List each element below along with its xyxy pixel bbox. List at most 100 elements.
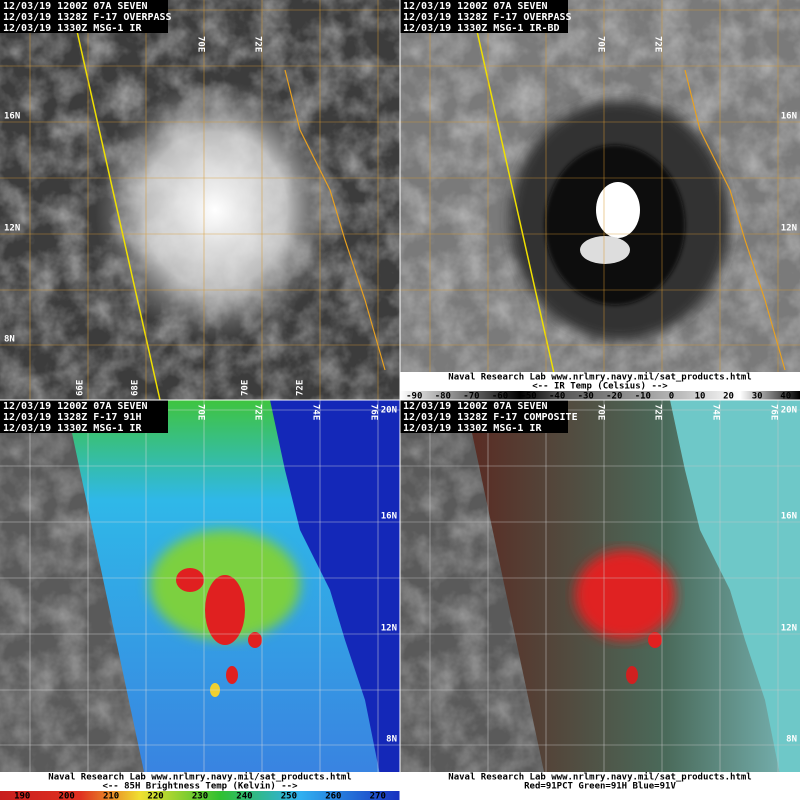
header-line: 12/03/19 1330Z MSG-1 IR (3, 23, 142, 34)
convection (575, 550, 675, 640)
header-background (400, 411, 568, 422)
latitude-label: 20N (781, 406, 797, 416)
latitude-label: 8N (4, 335, 15, 345)
colorbar-label: -30 (578, 392, 594, 402)
longitude-label: 72E (653, 404, 663, 420)
colorbar-label: 260 (325, 792, 341, 800)
header-line: 12/03/19 1328Z F-17 91H (3, 412, 141, 423)
header-background (400, 11, 568, 22)
longitude-label: 70E (196, 36, 206, 52)
colorbar-label: 10 (695, 392, 706, 402)
header-line: 12/03/19 1200Z 07A SEVEN (3, 1, 148, 12)
latitude-label: 12N (4, 224, 20, 234)
credit: Naval Research Lab www.nrlmry.navy.mil/s… (448, 772, 751, 783)
latitude-label: 16N (781, 512, 797, 522)
footer-background (400, 772, 800, 800)
convection (626, 666, 638, 684)
header-line: 12/03/19 1330Z MSG-1 IR (3, 423, 142, 434)
colorbar-label: 200 (59, 792, 75, 800)
header-background (0, 11, 168, 22)
colorbar-label: -70 (463, 392, 479, 402)
colorbar (0, 791, 400, 800)
colorbar-label: 240 (236, 792, 252, 800)
longitude-label: 76E (769, 404, 779, 420)
header-background (0, 400, 168, 411)
header-background (400, 422, 568, 433)
header-background (0, 411, 168, 422)
latitude-label: 16N (4, 112, 20, 122)
header-line: 12/03/19 1200Z 07A SEVEN (403, 1, 548, 12)
header-line: 12/03/19 1328Z F-17 OVERPASS (403, 12, 572, 23)
legend-title: <-- IR Temp (Celsius) --> (532, 381, 668, 392)
longitude-label: 70E (596, 36, 606, 52)
convection (248, 632, 262, 648)
longitude-label: 70E (596, 404, 606, 420)
colorbar-label: -40 (549, 392, 565, 402)
legend-title: Red=91PCT Green=91H Blue=91V (524, 782, 676, 792)
coastline (684, 69, 786, 371)
credit: Naval Research Lab www.nrlmry.navy.mil/s… (48, 772, 351, 783)
longitude-label: 68E (131, 380, 141, 396)
credit: Naval Research Lab www.nrlmry.navy.mil/s… (448, 372, 751, 383)
colorbar-label: 230 (192, 792, 208, 800)
longitude-label: 70E (241, 380, 251, 396)
colorbar-label: 0 (669, 392, 674, 402)
header-line: 12/03/19 1200Z 07A SEVEN (403, 401, 548, 412)
land-area (670, 400, 800, 800)
header-background (0, 422, 168, 433)
colorbar-label: 40 (780, 392, 791, 402)
land-area (270, 400, 400, 800)
header-background (400, 22, 568, 33)
longitude-label: 74E (311, 404, 321, 420)
longitude-label: 76E (369, 404, 379, 420)
colorbar-label: 210 (103, 792, 119, 800)
header-line: 12/03/19 1328Z F-17 OVERPASS (3, 12, 172, 23)
convection (205, 575, 245, 645)
colorbar-label: 270 (370, 792, 386, 800)
header-background (0, 0, 168, 11)
colorbar (400, 391, 800, 400)
convection (648, 632, 662, 648)
convection (226, 666, 238, 684)
latitude-label: 12N (381, 624, 397, 634)
latitude-label: 12N (781, 624, 797, 634)
storm-coldest (580, 236, 630, 264)
latitude-label: 8N (786, 735, 797, 745)
colorbar-label: -90 (406, 392, 422, 402)
storm (95, 80, 335, 340)
colorbar-label: 220 (147, 792, 163, 800)
legend-title: <-- 85H Brightness Temp (Kelvin) --> (102, 781, 298, 792)
header-background (0, 22, 168, 33)
convection (176, 568, 204, 592)
header-line: 12/03/19 1330Z MSG-1 IR-BD (403, 23, 560, 34)
header-background (400, 0, 568, 11)
colorbar-label: 20 (723, 392, 734, 402)
colorbar-label: -10 (635, 392, 651, 402)
latitude-label: 20N (381, 406, 397, 416)
latitude-label: 12N (781, 224, 797, 234)
storm-coldest (596, 182, 640, 238)
header-line: 12/03/19 1328Z F-17 COMPOSITE (403, 412, 578, 423)
colorbar-label: -80 (435, 392, 451, 402)
colorbar-label: 190 (14, 792, 30, 800)
swath-edge (469, 0, 561, 401)
colorbar-label: 30 (752, 392, 763, 402)
longitude-label: 70E (196, 404, 206, 420)
swath-edge (69, 0, 161, 401)
colorbar-label: -20 (606, 392, 622, 402)
longitude-label: 72E (253, 36, 263, 52)
colorbar-label: -50 (520, 392, 536, 402)
longitude-label: 72E (296, 380, 306, 396)
colorbar-label: -60 (492, 392, 508, 402)
colorbar-label: 250 (281, 792, 297, 800)
latitude-label: 16N (381, 512, 397, 522)
longitude-label: 74E (711, 404, 721, 420)
longitude-label: 66E (76, 380, 86, 396)
